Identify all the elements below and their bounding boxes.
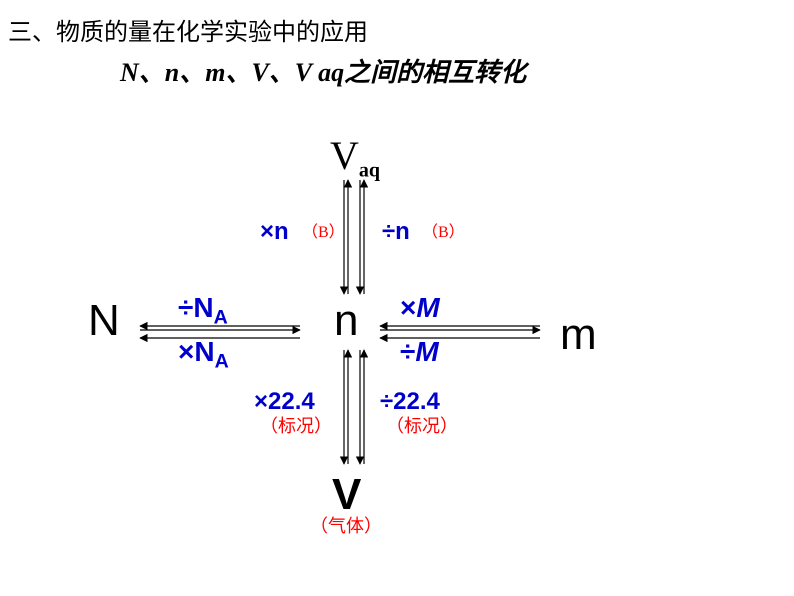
node-N: N <box>88 296 120 346</box>
label-div-nB-sub: （B） <box>422 218 465 242</box>
label-div-NA-text: ÷N <box>178 292 214 323</box>
node-n: n <box>334 296 358 346</box>
label-div-22-sub: （标况） <box>386 412 458 438</box>
label-times-M-sym: M <box>416 292 439 323</box>
label-times-M: ×M <box>400 292 440 324</box>
node-V-aq: Vaq <box>330 132 380 182</box>
label-div-M: ÷M <box>400 336 439 368</box>
label-times-nB: ×n <box>260 218 289 246</box>
section-header: 三、物质的量在化学实验中的应用 <box>8 12 368 47</box>
label-times-M-pre: × <box>400 292 416 323</box>
label-times-nB-sub: （B） <box>302 218 345 242</box>
node-V-gas-label: （气体） <box>310 512 382 538</box>
label-div-M-sym: M <box>415 336 438 367</box>
label-div-nB: ÷n <box>382 218 410 246</box>
label-times-NA-text: ×N <box>178 336 215 367</box>
label-div-NA: ÷NA <box>178 292 228 330</box>
node-V-aq-symbol: V <box>330 133 359 178</box>
label-div-NA-sub: A <box>214 307 228 329</box>
diagram-title: N、n、m、V、V aq之间的相互转化 <box>120 56 620 90</box>
label-times-22-sub: （标况） <box>260 412 332 438</box>
node-V-aq-subscript: aq <box>359 159 380 181</box>
label-times-NA: ×NA <box>178 336 229 374</box>
node-m: m <box>560 310 597 360</box>
label-div-M-pre: ÷ <box>400 336 415 367</box>
label-times-NA-sub: A <box>215 351 229 373</box>
